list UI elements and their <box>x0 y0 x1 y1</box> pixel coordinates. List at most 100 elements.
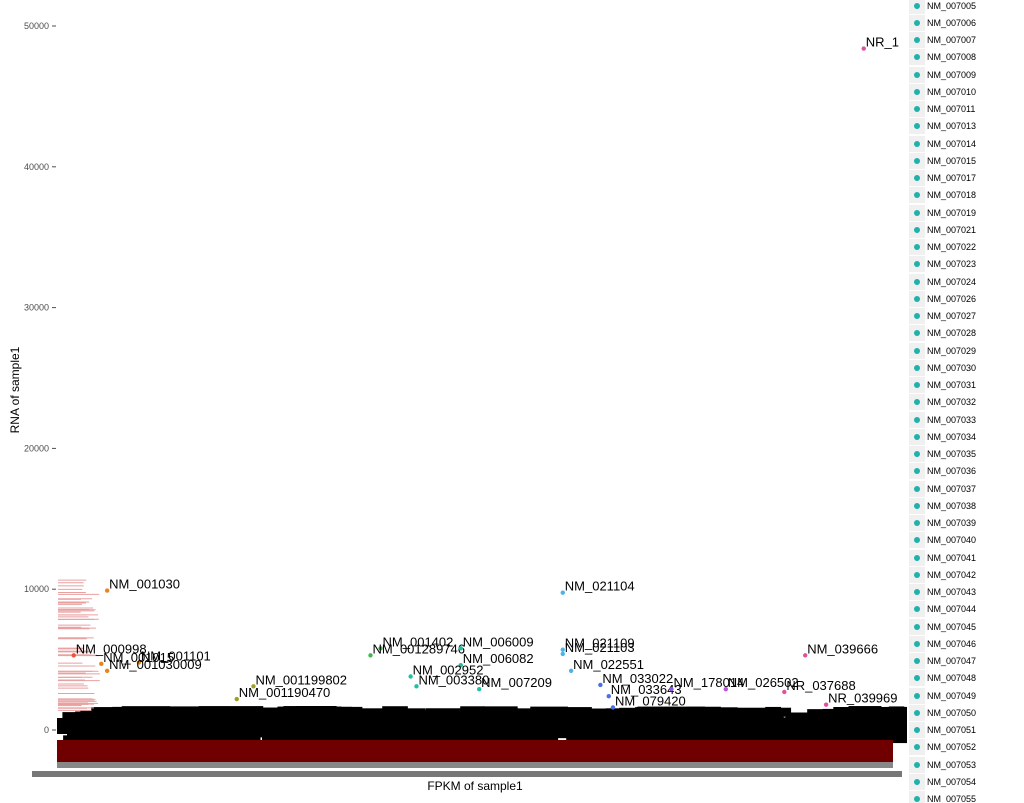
legend-item: NM_007040 <box>907 532 1024 549</box>
point-label: NM_001289746 <box>373 641 466 656</box>
legend-label: NM_007045 <box>927 622 976 632</box>
legend-label: NM_007032 <box>927 397 976 407</box>
legend-item: NM_007048 <box>907 670 1024 687</box>
legend-dot-icon <box>914 675 920 681</box>
legend-dot-icon <box>914 261 920 267</box>
cluster-glyph <box>457 708 526 717</box>
legend-dot-icon <box>914 434 920 440</box>
legend-key <box>909 32 925 48</box>
legend-key <box>909 532 925 548</box>
legend-key <box>909 774 925 790</box>
point-label: NM_079420 <box>615 693 686 708</box>
legend-label: NM_007021 <box>927 225 976 235</box>
legend-dot-icon <box>914 330 920 336</box>
legend-key <box>909 343 925 359</box>
y-tick-label: 30000 <box>24 303 49 313</box>
point-label: NM_021104 <box>565 579 635 594</box>
legend-key <box>909 463 925 479</box>
legend-label: NM_007024 <box>927 277 976 287</box>
legend-dot-icon <box>914 192 920 198</box>
point-label: NM_039666 <box>807 641 878 656</box>
bottom-band-gray <box>57 762 893 768</box>
legend-dot-icon <box>914 572 920 578</box>
legend-dot-icon <box>914 399 920 405</box>
legend-item: NM_007045 <box>907 618 1024 635</box>
legend-label: NM_007038 <box>927 501 976 511</box>
legend-key <box>909 291 925 307</box>
legend-dot-icon <box>914 624 920 630</box>
point-label: NM_001030 <box>109 577 180 592</box>
legend-item: NM_007026 <box>907 290 1024 307</box>
legend-item: NM_007022 <box>907 239 1024 256</box>
x-axis-bar <box>32 771 902 777</box>
legend-label: NM_007008 <box>927 52 976 62</box>
legend-item: NM_007038 <box>907 497 1024 514</box>
legend-key <box>909 550 925 566</box>
legend-dot-icon <box>914 89 920 95</box>
legend-item: NM_007023 <box>907 256 1024 273</box>
legend-dot-icon <box>914 744 920 750</box>
legend-item: NM_007039 <box>907 515 1024 532</box>
legend-key <box>909 705 925 721</box>
cluster-glyph <box>407 710 438 719</box>
legend-dot-icon <box>914 537 920 543</box>
legend-dot-icon <box>914 106 920 112</box>
legend-key <box>909 429 925 445</box>
legend-item: NM_007036 <box>907 463 1024 480</box>
point-label: NR_1 <box>866 35 899 50</box>
legend-label: NM_007055 <box>927 794 976 803</box>
point-label: NM_006009 <box>463 634 534 649</box>
legend-item: NM_007037 <box>907 480 1024 497</box>
legend-label: NM_007026 <box>927 294 976 304</box>
point-label: NM_001030009 <box>109 657 202 672</box>
legend-label: NM_007034 <box>927 432 976 442</box>
legend-dot-icon <box>914 417 920 423</box>
legend-item: NM_007009 <box>907 66 1024 83</box>
legend-dot-icon <box>914 244 920 250</box>
legend-item: NM_007033 <box>907 411 1024 428</box>
legend-item: NM_007008 <box>907 49 1024 66</box>
legend-label: NM_007047 <box>927 656 976 666</box>
legend-key <box>909 739 925 755</box>
legend-item: NM_007017 <box>907 170 1024 187</box>
legend-label: NM_007015 <box>927 156 976 166</box>
cluster-band <box>57 718 893 734</box>
legend-key <box>909 84 925 100</box>
y-tick-label: 40000 <box>24 162 49 172</box>
legend-key <box>909 187 925 203</box>
legend-dot-icon <box>914 762 920 768</box>
legend-key <box>909 256 925 272</box>
point-label: NM_003380 <box>418 672 489 687</box>
legend-dot-icon <box>914 503 920 509</box>
legend-item: NM_007035 <box>907 446 1024 463</box>
legend-label: NM_007007 <box>927 35 976 45</box>
legend-dot-icon <box>914 727 920 733</box>
legend-dot-icon <box>914 141 920 147</box>
legend-dot-icon <box>914 37 920 43</box>
x-axis-title: FPKM of sample1 <box>427 779 523 793</box>
legend-key <box>909 601 925 617</box>
legend-dot-icon <box>914 796 920 802</box>
point-label: NM_021103 <box>565 640 635 655</box>
legend-dot-icon <box>914 451 920 457</box>
legend-key <box>909 515 925 531</box>
legend-item: NM_007050 <box>907 704 1024 721</box>
legend-label: NM_007035 <box>927 449 976 459</box>
legend-key <box>909 205 925 221</box>
legend-label: NM_007028 <box>927 328 976 338</box>
legend-key <box>909 222 925 238</box>
legend-dot-icon <box>914 606 920 612</box>
legend-key <box>909 170 925 186</box>
legend-label: NM_007009 <box>927 70 976 80</box>
legend-key <box>909 653 925 669</box>
legend-label: NM_007040 <box>927 535 976 545</box>
legend-key <box>909 239 925 255</box>
legend-key <box>909 394 925 410</box>
legend-item: NM_007054 <box>907 773 1024 790</box>
legend-item: NM_007024 <box>907 273 1024 290</box>
legend-item: NM_007021 <box>907 221 1024 238</box>
legend-item: NM_007018 <box>907 187 1024 204</box>
legend-item: NM_007051 <box>907 722 1024 739</box>
